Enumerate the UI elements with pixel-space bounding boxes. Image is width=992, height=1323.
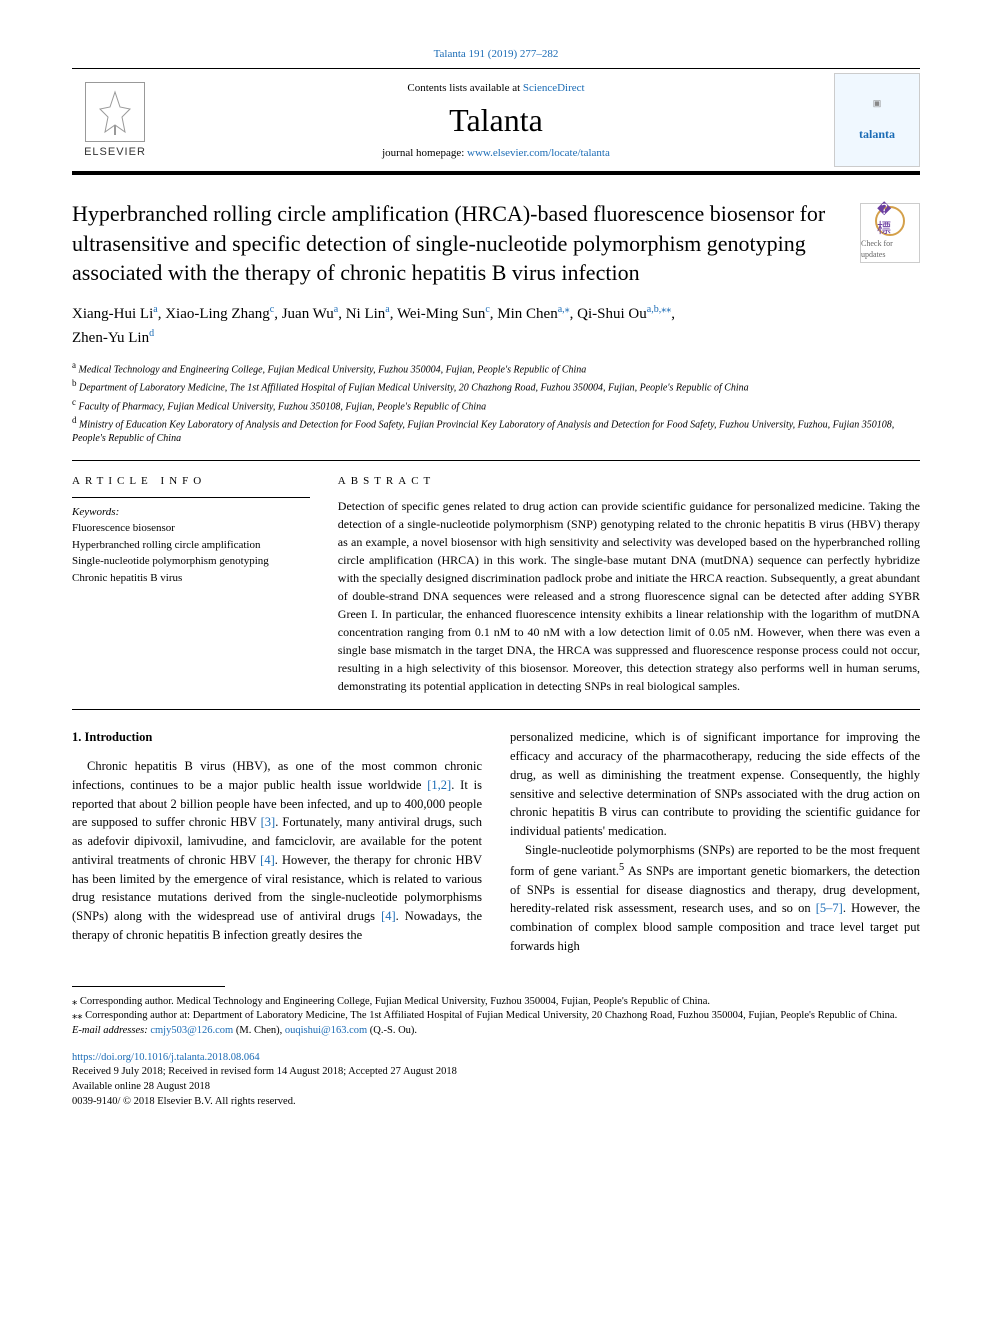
homepage-prefix: journal homepage: [382, 147, 467, 159]
journal-homepage-link[interactable]: www.elsevier.com/locate/talanta [467, 147, 610, 159]
email-name-2: (Q.-S. Ou). [367, 1025, 417, 1036]
intro-para-right-2: Single-nucleotide polymorphisms (SNPs) a… [510, 841, 920, 956]
elsevier-logo: ELSEVIER [72, 73, 158, 167]
doi-block: https://doi.org/10.1016/j.talanta.2018.0… [72, 1051, 920, 1110]
intro-para-left: Chronic hepatitis B virus (HBV), as one … [72, 757, 482, 945]
available-online: Available online 28 August 2018 [72, 1080, 920, 1095]
divider-top [72, 460, 920, 461]
elsevier-text: ELSEVIER [84, 146, 146, 158]
email-line: E-mail addresses: cmjy503@126.com (M. Ch… [72, 1024, 920, 1039]
talanta-cover-thumb: ▣ talanta [834, 73, 920, 167]
abstract-column: ABSTRACT Detection of specific genes rel… [338, 475, 920, 695]
sciencedirect-link[interactable]: ScienceDirect [523, 82, 585, 94]
keywords-list: Fluorescence biosensor Hyperbranched rol… [72, 520, 310, 586]
journal-title: Talanta [158, 102, 834, 139]
keyword-item: Chronic hepatitis B virus [72, 570, 310, 587]
article-title: Hyperbranched rolling circle amplificati… [72, 199, 920, 288]
body-left-column: 1. Introduction Chronic hepatitis B viru… [72, 728, 482, 955]
updates-badge-label: Check for updates [861, 239, 919, 261]
affiliation-d: d Ministry of Education Key Laboratory o… [72, 414, 920, 446]
article-info-head: ARTICLE INFO [72, 475, 310, 487]
intro-head: 1. Introduction [72, 728, 482, 747]
intro-para-right-1: personalized medicine, which is of signi… [510, 728, 920, 841]
page-root: Talanta 191 (2019) 277–282 ELSEVIER Cont… [0, 0, 992, 1149]
corresponding-author-1: ⁎ Corresponding author. Medical Technolo… [72, 995, 920, 1010]
talanta-cover-label: talanta [859, 127, 895, 142]
received-dates: Received 9 July 2018; Received in revise… [72, 1065, 920, 1080]
article-title-text: Hyperbranched rolling circle amplificati… [72, 201, 825, 285]
header-center: Contents lists available at ScienceDirec… [158, 82, 834, 159]
footnote-separator [72, 986, 225, 987]
updates-mark-icon: �標 [875, 206, 905, 236]
authors-line-1: Xiang-Hui Lia, Xiao-Ling Zhangc, Juan Wu… [72, 302, 920, 326]
journal-homepage-line: journal homepage: www.elsevier.com/locat… [158, 147, 834, 159]
affiliation-b: b Department of Laboratory Medicine, The… [72, 377, 920, 395]
email-name-1: (M. Chen), [233, 1025, 285, 1036]
doi-link[interactable]: https://doi.org/10.1016/j.talanta.2018.0… [72, 1052, 260, 1063]
elsevier-tree-icon [85, 82, 145, 142]
abstract-head: ABSTRACT [338, 475, 920, 487]
copyright-line: 0039-9140/ © 2018 Elsevier B.V. All righ… [72, 1095, 920, 1110]
keyword-item: Single-nucleotide polymorphism genotypin… [72, 553, 310, 570]
body-right-column: personalized medicine, which is of signi… [510, 728, 920, 955]
journal-header-bar: ELSEVIER Contents lists available at Sci… [72, 68, 920, 175]
divider-bottom [72, 709, 920, 710]
email-link-1[interactable]: cmjy503@126.com [150, 1025, 233, 1036]
affiliations-block: a Medical Technology and Engineering Col… [72, 359, 920, 446]
body-two-columns: 1. Introduction Chronic hepatitis B viru… [72, 728, 920, 955]
check-for-updates-badge[interactable]: �標 Check for updates [860, 203, 920, 263]
affiliation-a: a Medical Technology and Engineering Col… [72, 359, 920, 377]
email-label: E-mail addresses: [72, 1025, 150, 1036]
abstract-text: Detection of specific genes related to d… [338, 497, 920, 695]
email-link-2[interactable]: ouqishui@163.com [285, 1025, 367, 1036]
journal-ref-link[interactable]: Talanta 191 (2019) 277–282 [434, 48, 559, 60]
keyword-item: Hyperbranched rolling circle amplificati… [72, 537, 310, 554]
article-info-column: ARTICLE INFO Keywords: Fluorescence bios… [72, 475, 310, 695]
journal-reference: Talanta 191 (2019) 277–282 [72, 48, 920, 60]
contents-available-line: Contents lists available at ScienceDirec… [158, 82, 834, 94]
corresponding-author-2: ⁎⁎ Corresponding author at: Department o… [72, 1009, 920, 1024]
keyword-item: Fluorescence biosensor [72, 520, 310, 537]
authors-block: Xiang-Hui Lia, Xiao-Ling Zhangc, Juan Wu… [72, 302, 920, 349]
article-info-abstract-row: ARTICLE INFO Keywords: Fluorescence bios… [72, 475, 920, 695]
authors-line-2: Zhen-Yu Lind [72, 326, 920, 350]
contents-prefix: Contents lists available at [407, 82, 522, 94]
footnotes-block: ⁎ Corresponding author. Medical Technolo… [72, 995, 920, 1039]
keywords-label: Keywords: [72, 497, 310, 518]
affiliation-c: c Faculty of Pharmacy, Fujian Medical Un… [72, 396, 920, 414]
